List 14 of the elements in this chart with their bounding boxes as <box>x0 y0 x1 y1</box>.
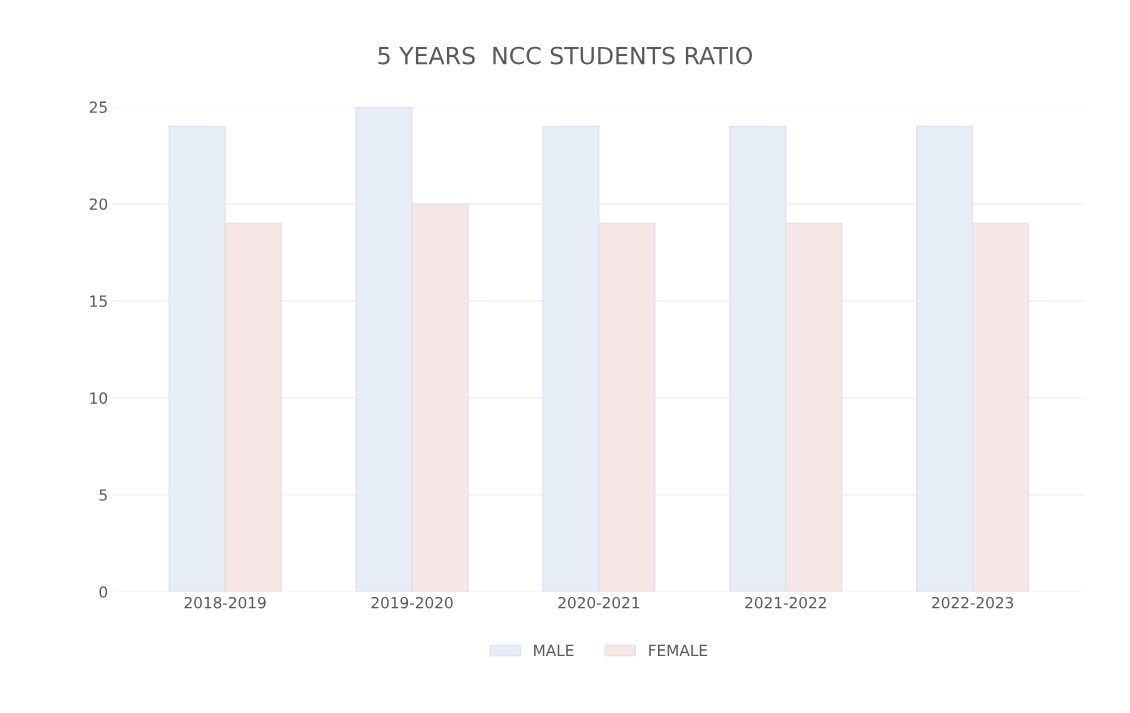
chart-title: 5 YEARS NCC STUDENTS RATIO <box>378 46 753 65</box>
x-tick-label: 2022-2023 <box>932 596 1014 609</box>
y-tick-label: 0 <box>99 586 108 598</box>
y-tick-label: 10 <box>90 392 108 404</box>
x-tick-label: 2020-2021 <box>558 596 640 609</box>
legend-label: FEMALE <box>649 644 707 656</box>
y-tick-label: 25 <box>89 101 107 113</box>
x-tick-label: 2018-2019 <box>184 596 266 609</box>
x-tick-label: 2021-2022 <box>745 596 826 609</box>
y-tick-label: 15 <box>90 295 107 307</box>
legend-label: MALE <box>534 644 574 656</box>
y-tick-label: 5 <box>99 489 107 501</box>
y-tick-label: 20 <box>89 198 108 210</box>
x-tick-label: 2019-2020 <box>371 596 453 609</box>
